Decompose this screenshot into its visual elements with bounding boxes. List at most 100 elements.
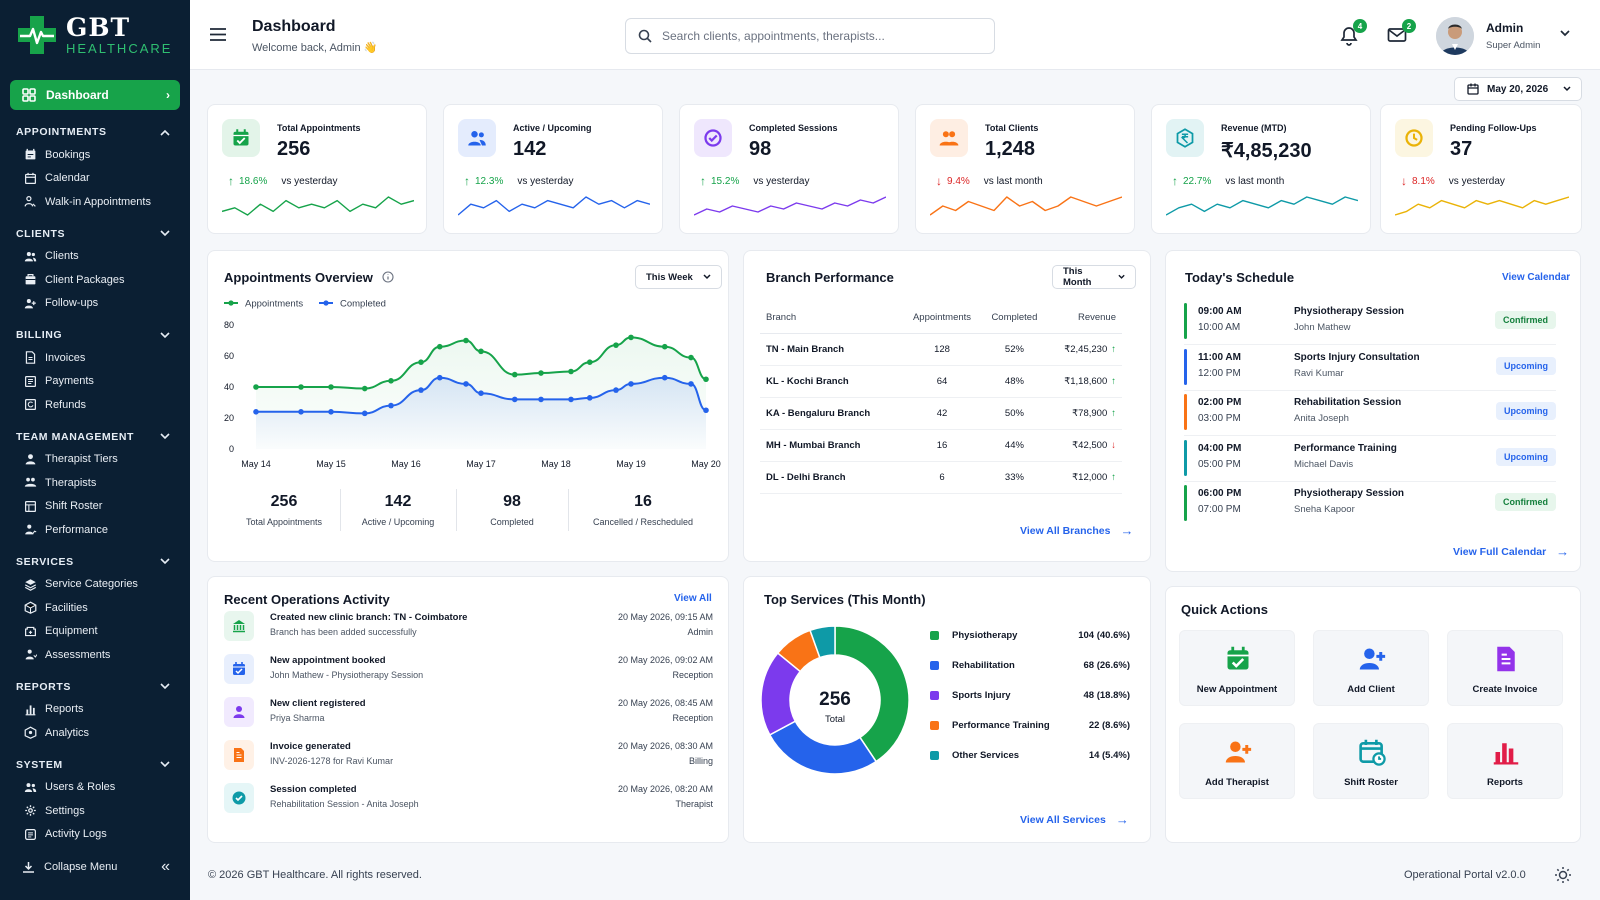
sidebar-section-appointments[interactable]: APPOINTMENTS xyxy=(0,121,190,143)
notifications-button[interactable]: 4 xyxy=(1340,19,1367,46)
sidebar-item-clients[interactable]: Clients xyxy=(0,245,190,269)
sidebar-section-billing[interactable]: BILLING xyxy=(0,324,190,346)
data-point xyxy=(328,409,334,415)
data-point xyxy=(703,407,709,414)
sidebar-item-label: Settings xyxy=(45,804,85,817)
appointments-period-dropdown[interactable]: This Week xyxy=(635,265,722,289)
sidebar-item-reports[interactable]: Reports xyxy=(0,698,190,722)
sidebar-item-assessments[interactable]: Assessments xyxy=(0,643,190,667)
schedule-item[interactable]: 04:00 PM 05:00 PM Performance Training Mich… xyxy=(1184,436,1556,482)
user-avatar-icon xyxy=(1436,17,1474,55)
search-input[interactable] xyxy=(662,29,962,43)
quick-action-add-therapist[interactable]: Add Therapist xyxy=(1179,723,1295,799)
kpi-label: Completed Sessions xyxy=(749,123,838,133)
info-icon[interactable] xyxy=(382,271,394,283)
chevron-down-icon[interactable] xyxy=(1560,30,1570,37)
donut-slice-physiotherapy xyxy=(834,625,910,763)
view-calendar-link[interactable]: View Calendar xyxy=(1502,272,1571,283)
table-row[interactable]: TN - Main Branch 128 52% ₹2,45,230 ↑ xyxy=(760,333,1122,366)
sidebar-item-calendar[interactable]: Calendar xyxy=(0,167,190,191)
sidebar-item-dashboard[interactable]: Dashboard › xyxy=(10,80,180,110)
legend-item: Performance Training 22 (8.6%) xyxy=(930,720,1130,731)
theme-toggle-icon[interactable] xyxy=(1554,866,1572,884)
sidebar-item-follow-ups[interactable]: Follow-ups xyxy=(0,292,190,316)
kpi-card[interactable]: Revenue (MTD) ₹4,85,230 ↑ 22.7% vs last mont… xyxy=(1151,104,1371,234)
sidebar-item-settings[interactable]: Settings xyxy=(0,799,190,823)
sidebar-item-users-roles[interactable]: Users & Roles xyxy=(0,776,190,800)
activity-detail: INV-2026-1278 for Ravi Kumar xyxy=(270,756,394,766)
facility-icon xyxy=(24,601,37,615)
sidebar-item-bookings[interactable]: Bookings xyxy=(0,143,190,167)
kpi-value: 37 xyxy=(1450,138,1473,160)
kpi-card[interactable]: Pending Follow-Ups 37 ↓ 8.1% vs yesterday xyxy=(1380,104,1582,234)
kpi-value: 142 xyxy=(513,138,547,160)
table-row[interactable]: DL - Delhi Branch 6 33% ₹12,000 ↑ xyxy=(760,461,1122,494)
schedule-client-name: John Mathew xyxy=(1294,322,1351,333)
avatar[interactable] xyxy=(1436,17,1474,55)
sidebar-item-client-packages[interactable]: Client Packages xyxy=(0,268,190,292)
sidebar-item-equipment[interactable]: Equipment xyxy=(0,620,190,644)
activity-item[interactable]: New client registered Priya Sharma 20 May … xyxy=(224,693,713,737)
quick-action-shift-roster[interactable]: Shift Roster xyxy=(1313,723,1429,799)
schedule-item[interactable]: 06:00 PM 07:00 PM Physiotherapy Session Sne… xyxy=(1184,481,1556,527)
kpi-value: 98 xyxy=(749,138,772,160)
view-all-activity-link[interactable]: View All xyxy=(674,593,712,604)
quick-action-new-appointment[interactable]: New Appointment xyxy=(1179,630,1295,706)
activity-item[interactable]: Session completed Rehabilitation Session … xyxy=(224,779,713,823)
sidebar-section-team-management[interactable]: TEAM MANAGEMENT xyxy=(0,426,190,448)
sidebar-item-performance[interactable]: Performance xyxy=(0,518,190,542)
arrow-up-icon: ↑ xyxy=(1172,174,1178,188)
date-picker[interactable]: May 20, 2026 xyxy=(1454,77,1582,101)
activity-item[interactable]: New appointment booked John Mathew - Phys… xyxy=(224,650,713,694)
view-all-branches-link[interactable]: View All Branches → xyxy=(1020,523,1133,538)
quick-action-create-invoice[interactable]: Create Invoice xyxy=(1447,630,1563,706)
view-full-calendar-link[interactable]: View Full Calendar → xyxy=(1453,544,1569,559)
sidebar-item-therapist-tiers[interactable]: Therapist Tiers xyxy=(0,448,190,472)
brand-logo[interactable]: GBT HEALTHCARE xyxy=(16,14,172,56)
legend-value: 48 (18.8%) xyxy=(1083,690,1130,701)
follow-up-icon xyxy=(24,297,37,310)
table-row[interactable]: KA - Bengaluru Branch 42 50% ₹78,900 ↑ xyxy=(760,397,1122,430)
quick-action-reports[interactable]: Reports xyxy=(1447,723,1563,799)
view-all-services-link[interactable]: View All Services → xyxy=(1020,812,1129,827)
sidebar-section-reports[interactable]: REPORTS xyxy=(0,676,190,698)
data-point xyxy=(361,385,368,392)
kpi-card[interactable]: Completed Sessions 98 ↑ 15.2% vs yesterday xyxy=(679,104,899,234)
hamburger-menu-icon[interactable] xyxy=(210,28,226,41)
sidebar-item-analytics[interactable]: Analytics xyxy=(0,721,190,745)
sidebar-item-label: Clients xyxy=(45,250,79,263)
schedule-item[interactable]: 11:00 AM 12:00 PM Sports Injury Consultati… xyxy=(1184,345,1556,391)
sidebar-section-clients[interactable]: CLIENTS xyxy=(0,223,190,245)
sidebar-item-invoices[interactable]: Invoices xyxy=(0,346,190,370)
search-bar[interactable] xyxy=(625,18,995,54)
kpi-card[interactable]: Total Clients 1,248 ↓ 9.4% vs last month xyxy=(915,104,1135,234)
link-label: View All Services xyxy=(1020,813,1106,826)
schedule-item[interactable]: 09:00 AM 10:00 AM Physiotherapy Session Joh… xyxy=(1184,299,1556,345)
series-line-appointments xyxy=(256,336,707,390)
collapse-menu-button[interactable]: Collapse Menu « xyxy=(0,855,190,879)
kpi-card[interactable]: Total Appointments 256 ↑ 18.6% vs yesterday xyxy=(207,104,427,234)
table-row[interactable]: MH - Mumbai Branch 16 44% ₹42,500 ↓ xyxy=(760,429,1122,462)
sidebar-item-shift-roster[interactable]: Shift Roster xyxy=(0,495,190,519)
activity-item[interactable]: Created new clinic branch: TN - Coimbato… xyxy=(224,607,713,651)
sidebar-item-activity-logs[interactable]: Activity Logs xyxy=(0,823,190,847)
quick-action-add-client[interactable]: Add Client xyxy=(1313,630,1429,706)
sidebar-item-service-categories[interactable]: Service Categories xyxy=(0,573,190,597)
double-chevron-left-icon: « xyxy=(161,858,170,875)
table-row[interactable]: KL - Kochi Branch 64 48% ₹1,18,600 ↑ xyxy=(760,365,1122,398)
activity-item[interactable]: Invoice generated INV-2026-1278 for Ravi … xyxy=(224,736,713,780)
messages-button[interactable]: 2 xyxy=(1387,19,1416,44)
sidebar-item-payments[interactable]: Payments xyxy=(0,370,190,394)
branch-completed: 52% xyxy=(985,333,1050,366)
branch-period-dropdown[interactable]: This Month xyxy=(1052,265,1136,289)
sidebar-item-walk-in-appointments[interactable]: Walk-in Appointments xyxy=(0,190,190,214)
schedule-item[interactable]: 02:00 PM 03:00 PM Rehabilitation Session An… xyxy=(1184,390,1556,437)
sidebar-item-therapists[interactable]: Therapists xyxy=(0,471,190,495)
sidebar-item-refunds[interactable]: Refunds xyxy=(0,393,190,417)
kpi-delta-value: 18.6% xyxy=(239,175,268,187)
sidebar-section-system[interactable]: SYSTEM xyxy=(0,754,190,776)
kpi-card[interactable]: Active / Upcoming 142 ↑ 12.3% vs yesterday xyxy=(443,104,663,234)
sidebar-section-services[interactable]: SERVICES xyxy=(0,551,190,573)
sidebar-item-facilities[interactable]: Facilities xyxy=(0,596,190,620)
arrow-down-icon: ↓ xyxy=(936,174,942,188)
